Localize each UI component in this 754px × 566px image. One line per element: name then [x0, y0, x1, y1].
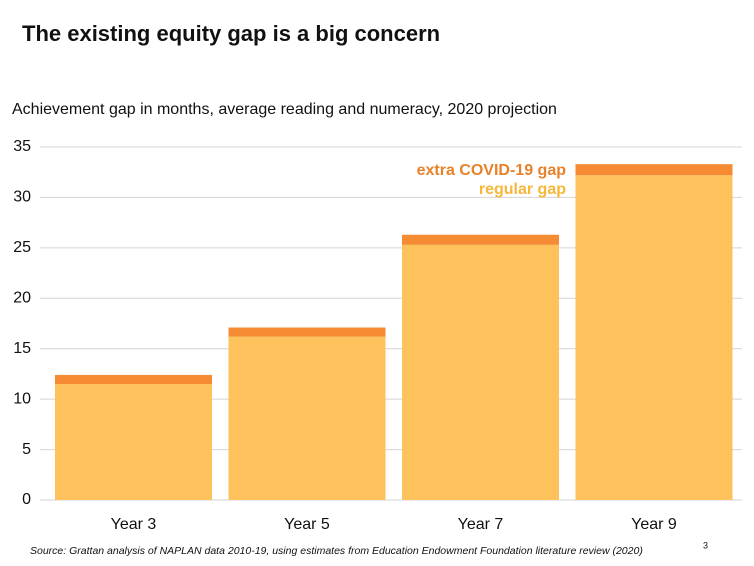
bar-segment [402, 234, 559, 245]
y-tick-label: 20 [13, 290, 31, 307]
x-tick-label: Year 3 [111, 516, 157, 533]
y-tick-label: 35 [13, 138, 31, 155]
bar-segment [55, 384, 212, 500]
x-tick-label: Year 5 [284, 516, 330, 533]
bar-segment [228, 336, 386, 500]
y-tick-label: 10 [13, 390, 31, 407]
bar-segment [402, 244, 559, 500]
legend-label: regular gap [479, 181, 566, 198]
bar-segment [228, 327, 386, 337]
bar-segment [575, 175, 733, 501]
bar-segment [575, 164, 733, 176]
x-tick-label: Year 7 [458, 516, 504, 533]
y-tick-label: 5 [22, 441, 31, 458]
x-tick-label: Year 9 [631, 516, 677, 533]
legend-label: extra COVID-19 gap [417, 162, 567, 179]
source-note: Source: Grattan analysis of NAPLAN data … [30, 545, 643, 557]
chart-subtitle: Achievement gap in months, average readi… [12, 101, 557, 118]
y-tick-label: 15 [13, 340, 31, 357]
page-title: The existing equity gap is a big concern [22, 21, 440, 46]
bar-segment [55, 374, 212, 385]
page-number: 3 [703, 540, 708, 550]
y-tick-label: 30 [13, 189, 31, 206]
y-tick-label: 25 [13, 239, 31, 256]
y-tick-label: 0 [22, 491, 31, 508]
